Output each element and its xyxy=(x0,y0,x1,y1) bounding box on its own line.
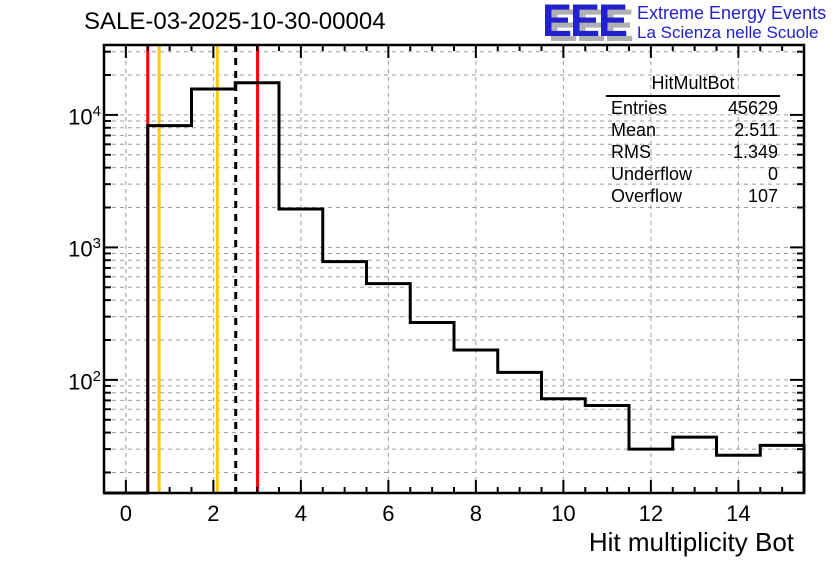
stat-row: RMS 1.349 xyxy=(606,141,780,163)
stat-value: 1.349 xyxy=(732,142,778,162)
x-tick-label: 4 xyxy=(294,501,307,526)
histogram-line xyxy=(104,81,806,495)
eee-logo: EEE xyxy=(542,0,628,46)
stat-row: Underflow 0 xyxy=(606,163,780,185)
stat-label: RMS xyxy=(611,142,651,162)
stat-row: Mean 2.511 xyxy=(606,119,780,141)
eee-logo-line2: La Scienza nelle Scuole xyxy=(637,23,819,42)
stat-value: 45629 xyxy=(727,98,778,118)
stat-label: Underflow xyxy=(611,164,693,184)
eee-logo-text: Extreme Energy Events La Scienza nelle S… xyxy=(637,3,826,42)
stats-rows: Entries 45629 Mean 2.511 RMS 1.349 Underflow 0 O… xyxy=(606,97,780,207)
plot-title: SALE-03-2025-10-30-00004 xyxy=(84,8,386,35)
stat-label: Entries xyxy=(611,98,668,118)
stats-box-title: HitMultBot xyxy=(606,73,780,97)
stat-row: Entries 45629 xyxy=(606,97,780,119)
stat-row: Overflow 107 xyxy=(606,185,780,207)
stat-value: 0 xyxy=(767,164,778,184)
stat-label: Overflow xyxy=(611,186,683,206)
x-tick-label: 8 xyxy=(469,501,482,526)
x-axis-title: Hit multiplicity Bot xyxy=(588,527,794,557)
stats-box: HitMultBot Entries 45629 Mean 2.511 RMS 1.349… xyxy=(606,73,780,207)
x-tick-label: 12 xyxy=(638,501,664,526)
stat-value: 107 xyxy=(747,186,778,206)
y-tick-label: 103 xyxy=(68,235,101,262)
stat-label: Mean xyxy=(611,120,657,140)
x-tick-label: 10 xyxy=(551,501,576,526)
x-tick-label: 14 xyxy=(726,501,751,526)
stat-value: 2.511 xyxy=(734,120,778,140)
x-tick-label: 6 xyxy=(382,501,395,526)
x-tick-label: 0 xyxy=(119,501,132,526)
x-tick-label: 2 xyxy=(207,501,220,526)
y-tick-label: 102 xyxy=(68,367,101,395)
y-tick-label: 104 xyxy=(68,102,101,130)
eee-logo-line1: Extreme Energy Events xyxy=(637,3,827,23)
